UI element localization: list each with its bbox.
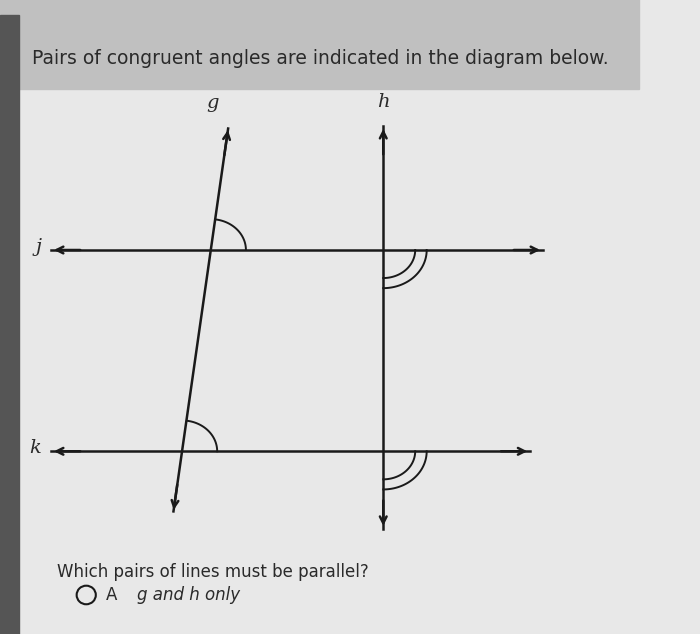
Text: g: g — [206, 94, 218, 112]
Text: k: k — [29, 439, 41, 457]
Bar — [0, 0, 638, 89]
Text: Which pairs of lines must be parallel?: Which pairs of lines must be parallel? — [57, 563, 369, 581]
Text: j: j — [36, 238, 41, 256]
Text: h: h — [377, 93, 389, 111]
Bar — [0, 15, 19, 634]
Text: g and h only: g and h only — [137, 586, 241, 604]
Text: Pairs of congruent angles are indicated in the diagram below.: Pairs of congruent angles are indicated … — [32, 49, 608, 68]
Text: A: A — [106, 586, 117, 604]
